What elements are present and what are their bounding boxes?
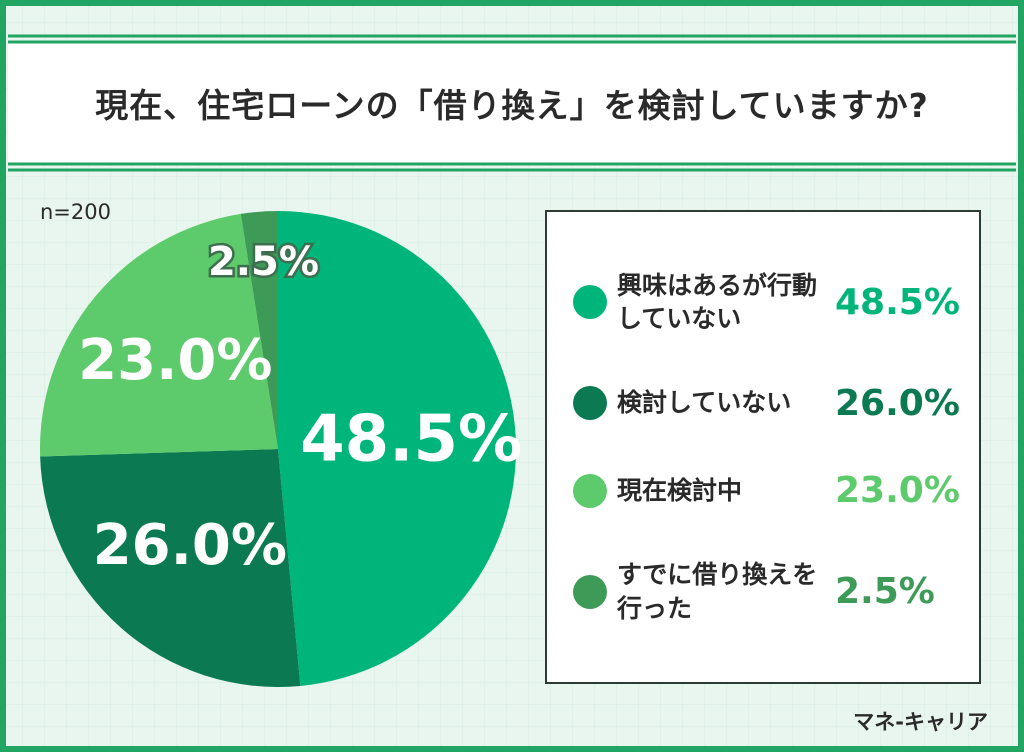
pie-slice [40,449,301,687]
data-label: 23.0% [78,328,272,393]
legend: 興味はあるが行動していない 48.5% 検討していない 26.0% 現在検討中 23.0%… [545,210,981,684]
legend-item: すでに借り換えを行った 2.5% [547,558,979,626]
legend-item: 現在検討中 23.0% [547,470,979,511]
legend-item: 興味はあるが行動していない 48.5% [547,269,979,337]
legend-swatch [573,473,607,508]
chart-title: 現在、住宅ローンの「借り換え」を検討していますか? [95,86,929,125]
pie-slice [40,213,278,457]
legend-swatch [573,574,607,609]
sample-note: n=200 [40,200,111,224]
legend-value: 26.0% [835,382,960,424]
legend-label: 検討していない [617,388,792,418]
legend-label: すでに借り換えを行った [617,559,818,623]
legend-value: 48.5% [835,281,960,323]
legend-value: 23.0% [835,470,960,512]
data-label: 2.5% [208,239,319,285]
data-label: 26.0% [93,513,287,578]
legend-value: 2.5% [835,571,935,613]
legend-swatch [573,285,607,320]
legend-label: 現在検討中 [617,475,743,505]
legend-swatch [573,386,607,421]
data-label: 48.5% [300,402,522,476]
legend-item: 検討していない 26.0% [547,383,979,424]
pie-slice [240,211,278,449]
legend-label: 興味はあるが行動していない [617,270,818,334]
source: マネ-キャリア [853,710,988,734]
pie-slice [278,211,516,686]
pie: 48.5%26.0% 23.0% 2.5% [40,211,522,687]
